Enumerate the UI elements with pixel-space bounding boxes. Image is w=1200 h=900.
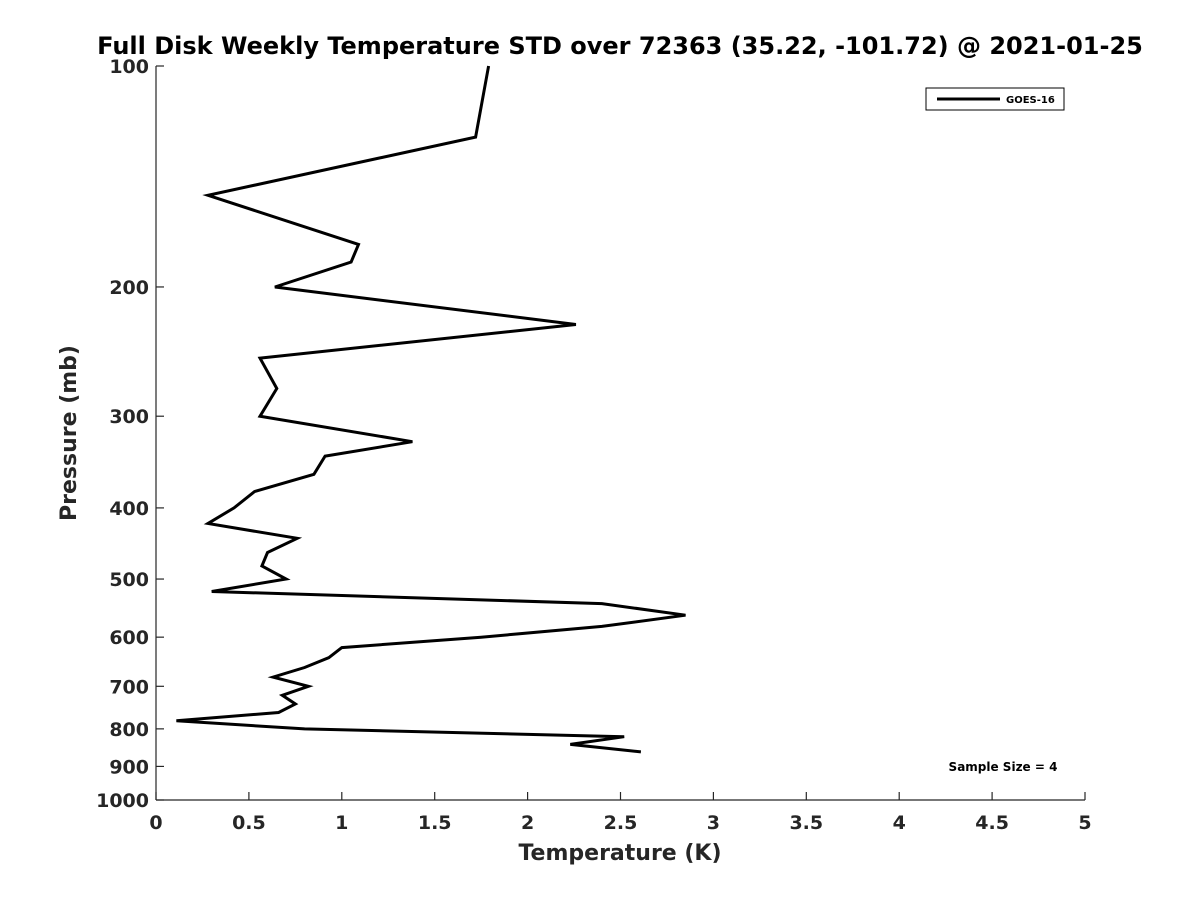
y-tick-label: 900 <box>109 756 149 778</box>
legend: GOES-16 <box>925 87 1065 111</box>
y-axis-ticks: 100 200 300 400 500 600 700 800 900 1000 <box>96 56 164 812</box>
sample-size-annotation: Sample Size = 4 <box>949 760 1058 774</box>
y-tick-label: 300 <box>109 406 149 428</box>
y-tick-label: 200 <box>109 277 149 299</box>
x-tick-label: 2 <box>521 812 534 834</box>
x-tick-label: 0.5 <box>232 812 266 834</box>
y-axis-label: Pressure (mb) <box>57 345 82 521</box>
x-tick-label: 5 <box>1078 812 1091 834</box>
x-tick-label: 3.5 <box>789 812 823 834</box>
plot-area <box>176 65 686 754</box>
y-tick-label: 800 <box>109 719 149 741</box>
y-tick-label: 1000 <box>96 790 149 812</box>
y-tick-label: 600 <box>109 627 149 649</box>
x-tick-label: 1.5 <box>418 812 452 834</box>
x-tick-label: 2.5 <box>604 812 638 834</box>
y-tick-label: 700 <box>109 676 149 698</box>
x-axis-ticks: 0 0.5 1 1.5 2 2.5 3 3.5 4 4.5 5 <box>149 792 1092 834</box>
x-tick-label: 3 <box>707 812 720 834</box>
x-tick-label: 4 <box>893 812 906 834</box>
y-tick-label: 100 <box>109 56 149 78</box>
series-line-goes-16 <box>176 65 686 754</box>
x-axis-label: Temperature (K) <box>518 841 721 866</box>
y-tick-label: 400 <box>109 498 149 520</box>
x-tick-label: 4.5 <box>975 812 1009 834</box>
legend-label-goes-16: GOES-16 <box>1006 95 1055 106</box>
chart-title: Full Disk Weekly Temperature STD over 72… <box>97 32 1143 60</box>
x-tick-label: 1 <box>335 812 348 834</box>
x-tick-label: 0 <box>149 812 162 834</box>
y-tick-label: 500 <box>109 569 149 591</box>
